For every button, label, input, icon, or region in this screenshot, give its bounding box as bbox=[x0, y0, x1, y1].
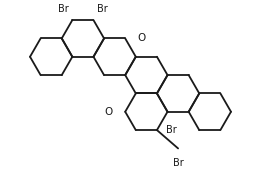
Text: Br: Br bbox=[166, 125, 176, 135]
Text: O: O bbox=[105, 107, 113, 117]
Text: Br: Br bbox=[97, 4, 108, 14]
Text: Br: Br bbox=[58, 4, 69, 14]
Text: O: O bbox=[138, 33, 146, 43]
Text: Br: Br bbox=[173, 158, 183, 168]
